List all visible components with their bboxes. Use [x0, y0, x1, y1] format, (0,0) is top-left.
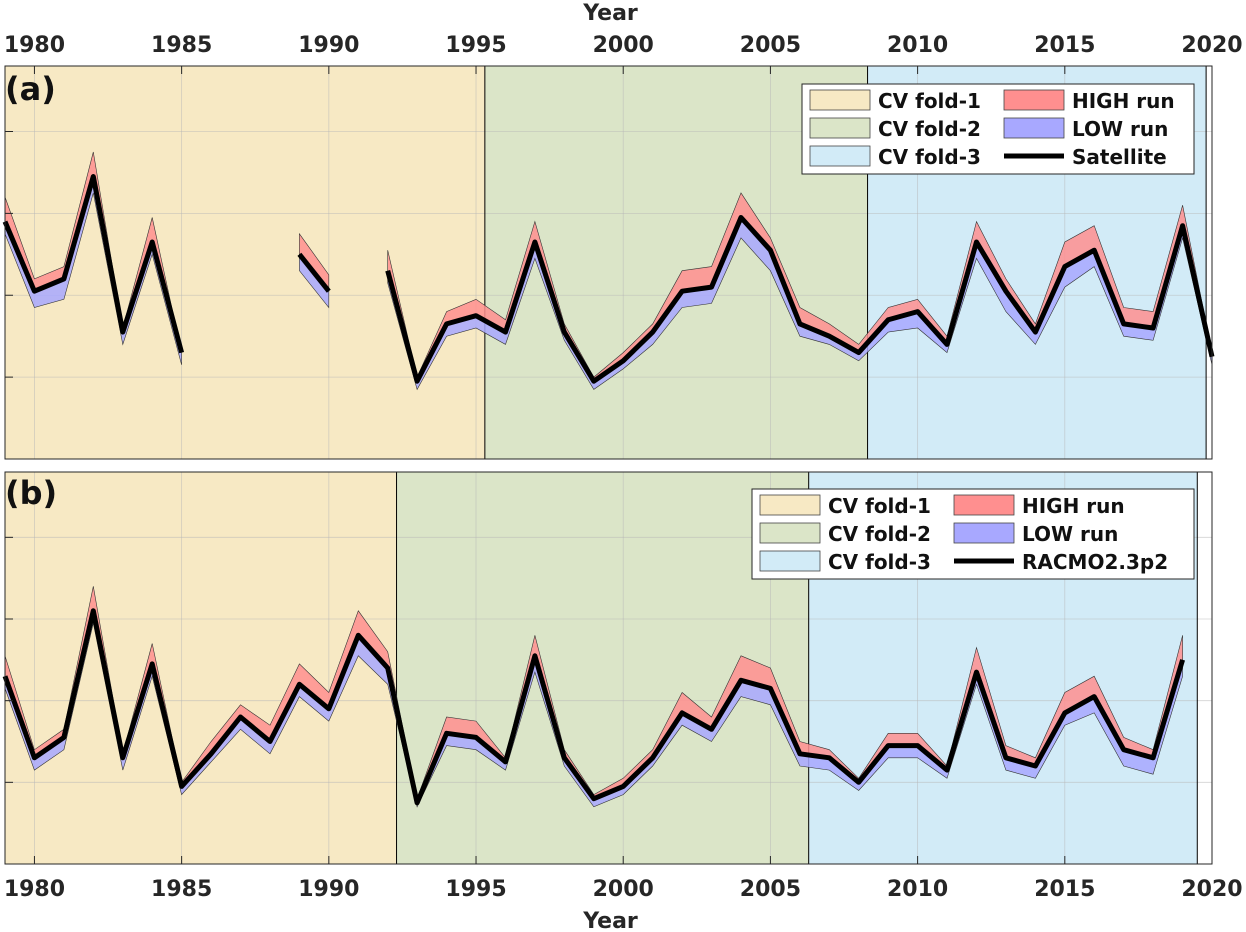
- x-tick-label: 2015: [1034, 33, 1095, 58]
- series-line-satellite: [385, 215, 1215, 384]
- legend-swatch-cv-fold-3: [759, 550, 821, 572]
- legend-label-cv-fold-1: CV fold-1: [878, 89, 981, 113]
- fold-region-1: [5, 66, 485, 459]
- series-line-satellite: [297, 252, 331, 293]
- series-line-satellite: [2, 174, 185, 354]
- legend-label-high-run: HIGH run: [1072, 89, 1175, 113]
- legend-label-low-run: LOW run: [1022, 522, 1118, 546]
- x-tick-label: 2005: [740, 877, 801, 902]
- x-tick-label: 2020: [1181, 877, 1242, 902]
- panel-label: (a): [5, 70, 56, 108]
- x-tick-label: 1990: [298, 33, 359, 58]
- legend-label-cv-fold-1: CV fold-1: [828, 494, 931, 518]
- x-tick-label: 1980: [4, 877, 65, 902]
- legend-label-cv-fold-2: CV fold-2: [828, 522, 931, 546]
- x-tick-label: 1990: [298, 877, 359, 902]
- axes-frame: [4, 65, 1213, 460]
- x-tick-label: 2020: [1181, 33, 1242, 58]
- axes-frame: [4, 471, 1213, 865]
- x-tick-label: 2015: [1034, 877, 1095, 902]
- x-tick-label: 2000: [593, 33, 654, 58]
- legend-label-high-run: HIGH run: [1022, 494, 1125, 518]
- x-tick-label: 2000: [593, 877, 654, 902]
- panel-a: 1980 1985 1990 1995 2000 2005 2010 2015 2020 Year…: [2, 1, 1243, 460]
- x-axis-title: Year: [582, 1, 638, 26]
- legend-label-cv-fold-3: CV fold-3: [878, 145, 981, 169]
- panel-label: (b): [5, 474, 57, 512]
- series-line-racmo2-3p2: [2, 608, 1185, 806]
- x-tick-label: 1985: [151, 33, 212, 58]
- x-tick-label: 1980: [4, 33, 65, 58]
- legend-swatch-cv-fold-1: [759, 494, 821, 516]
- legend-swatch-high-run: [953, 494, 1015, 516]
- legend-label-racmo2-3p2: RACMO2.3p2: [1022, 550, 1168, 574]
- legend-swatch-high-run: [1003, 89, 1065, 111]
- x-tick-label: 1995: [445, 877, 506, 902]
- legend-swatch-cv-fold-3: [809, 145, 871, 167]
- x-tick-label: 1985: [151, 877, 212, 902]
- legend: CV fold-1 CV fold-2 CV fold-3 HIGH run LOW r…: [801, 83, 1195, 175]
- panel-b: 1980 1985 1990 1995 2000 2005 2010 2015 2020 Year…: [2, 471, 1243, 932]
- legend-label-cv-fold-2: CV fold-2: [878, 117, 981, 141]
- legend-swatch-low-run: [1003, 117, 1065, 139]
- legend-swatch-cv-fold-2: [809, 117, 871, 139]
- legend-label-cv-fold-3: CV fold-3: [828, 550, 931, 574]
- x-tick-label: 1995: [445, 33, 506, 58]
- legend-swatch-cv-fold-2: [759, 522, 821, 544]
- legend: CV fold-1 CV fold-2 CV fold-3 HIGH run LOW r…: [751, 488, 1195, 580]
- x-tick-label: 2005: [740, 33, 801, 58]
- x-axis-title: Year: [582, 909, 638, 932]
- legend-label-satellite: Satellite: [1072, 145, 1167, 169]
- legend-swatch-low-run: [953, 522, 1015, 544]
- x-tick-label: 2010: [887, 877, 948, 902]
- legend-swatch-cv-fold-1: [809, 89, 871, 111]
- x-tick-label: 2010: [887, 33, 948, 58]
- legend-label-low-run: LOW run: [1072, 117, 1168, 141]
